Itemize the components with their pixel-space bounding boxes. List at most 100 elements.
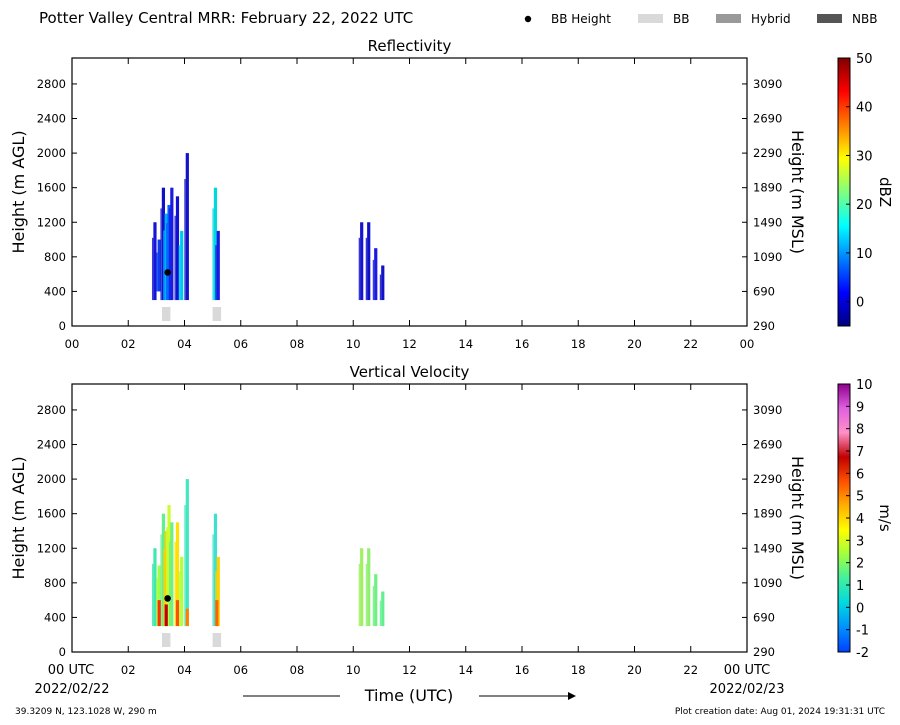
x-tick-label: 04 <box>177 337 192 351</box>
data-column-fringe <box>215 245 217 301</box>
x-tick-label: 08 <box>290 663 305 677</box>
data-column <box>374 248 378 301</box>
colorbar-tick-label: 3 <box>856 534 864 549</box>
data-column <box>381 265 385 301</box>
y-tick-label: 1600 <box>37 181 66 195</box>
x-tick-label: 06 <box>233 337 248 351</box>
y-tick-label-right: 1890 <box>753 181 782 195</box>
y-tick-label: 2000 <box>37 146 66 160</box>
data-column-fringe <box>168 541 171 627</box>
data-column <box>381 591 385 627</box>
y-tick-label-right: 690 <box>753 610 775 624</box>
colorbar-tick-label: 10 <box>856 247 873 262</box>
colorbar-tick-label: 2 <box>856 557 864 572</box>
data-column-core <box>185 608 189 627</box>
y-tick-label: 0 <box>59 319 66 333</box>
y-axis-label: Height (m AGL) <box>9 456 28 579</box>
data-column-fringe <box>160 534 162 627</box>
data-column-fringe <box>372 259 375 301</box>
bb-type-marker <box>162 633 171 647</box>
data-column-fringe <box>184 505 186 627</box>
y-tick-label: 800 <box>44 250 66 264</box>
data-column-fringe <box>358 563 361 627</box>
data-column-fringe <box>156 252 158 292</box>
y-tick-label: 1200 <box>37 541 66 555</box>
colorbar-tick-label: 20 <box>856 198 873 213</box>
y-tick-label-right: 2290 <box>753 146 782 160</box>
x-tick-label: 00 <box>740 337 755 351</box>
colorbar-tick-label: 6 <box>856 467 864 482</box>
bb-type-marker <box>162 307 171 321</box>
legend-label-3: NBB <box>852 12 877 26</box>
y-tick-label-right: 2690 <box>753 438 782 452</box>
y-tick-label-right: 690 <box>753 284 775 298</box>
data-column <box>360 548 364 627</box>
y-tick-label-right: 2690 <box>753 112 782 126</box>
data-column <box>180 230 184 301</box>
data-column-fringe <box>184 179 186 301</box>
y-tick-label-right: 290 <box>753 319 775 333</box>
y-tick-label: 2800 <box>37 77 66 91</box>
y-tick-label: 2400 <box>37 112 66 126</box>
x-tick-label: 18 <box>571 337 586 351</box>
figure-title: Potter Valley Central MRR: February 22, … <box>39 9 413 27</box>
data-column-fringe <box>365 563 368 627</box>
data-column <box>185 479 189 627</box>
data-column-fringe <box>174 215 176 301</box>
y-tick-label-right: 2290 <box>753 472 782 486</box>
data-column <box>213 513 218 627</box>
legend-swatch-3 <box>817 14 842 23</box>
data-column-fringe <box>166 223 168 301</box>
x-tick-label: 12 <box>402 337 417 351</box>
x-tick-label: 14 <box>458 337 473 351</box>
data-column-fringe <box>178 245 181 301</box>
data-column-fringe <box>174 541 176 627</box>
colorbar-tick-label: 8 <box>856 423 864 438</box>
y-tick-label-right: 290 <box>753 645 775 659</box>
data-column <box>216 556 220 627</box>
bb-type-marker <box>212 307 222 321</box>
station-location: 39.3209 N, 123.1028 W, 290 m <box>15 707 157 717</box>
data-column <box>153 222 157 301</box>
colorbar-label: dBZ <box>876 177 894 207</box>
colorbar-label: m/s <box>876 504 894 532</box>
legend-swatch-1 <box>638 14 663 23</box>
legend-label-2: Hybrid <box>751 12 791 26</box>
data-column-core <box>175 600 180 627</box>
data-column-core <box>215 600 219 627</box>
plot-creation-date: Plot creation date: Aug 01, 2024 19:31:3… <box>675 707 885 717</box>
data-column-fringe <box>212 208 214 301</box>
colorbar-tick-label: -2 <box>856 646 869 661</box>
y-tick-label-right: 1090 <box>753 250 782 264</box>
x-tick-label: 22 <box>683 337 698 351</box>
data-column <box>367 548 371 627</box>
colorbar-tick-label: 9 <box>856 400 864 415</box>
panel-title: Reflectivity <box>368 37 452 55</box>
y-tick-label: 1200 <box>37 215 66 229</box>
data-column <box>153 548 157 627</box>
data-column-fringe <box>178 571 181 627</box>
colorbar-tick-label: 5 <box>856 490 864 505</box>
x-tick-label: 00 <box>65 337 80 351</box>
bb-height-point <box>164 595 171 602</box>
data-column-fringe <box>151 563 154 627</box>
data-column <box>170 187 174 301</box>
legend-swatch-2 <box>716 14 741 23</box>
data-column-fringe <box>212 534 214 627</box>
data-column <box>213 187 218 301</box>
x-end-tick: 00 UTC <box>724 663 770 678</box>
x-tick-label: 18 <box>571 663 586 677</box>
legend: BB Height BB Hybrid NBB <box>524 12 877 26</box>
colorbar-tick-label: 10 <box>856 378 873 393</box>
data-column-fringe <box>163 230 165 301</box>
x-tick-label: 22 <box>683 663 698 677</box>
y-tick-label: 400 <box>44 284 66 298</box>
x-tick-label: 20 <box>627 663 642 677</box>
data-column <box>180 556 184 627</box>
data-column-fringe <box>160 208 162 301</box>
colorbar <box>837 57 851 327</box>
panel-title: Vertical Velocity <box>350 363 470 381</box>
y-tick-label-right: 3090 <box>753 77 782 91</box>
